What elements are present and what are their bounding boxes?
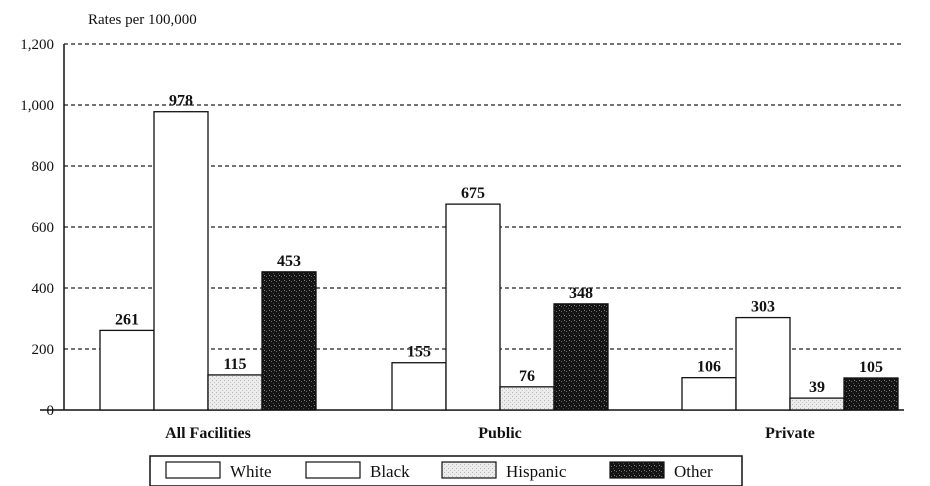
data-label: 303 [751, 299, 775, 316]
bars [99, 111, 899, 411]
y-tick-label: 600 [32, 220, 55, 236]
data-label: 978 [169, 93, 193, 110]
category-label: Private [765, 425, 815, 442]
bar-white-0 [99, 329, 155, 411]
y-axis-label: Rates per 100,000 [88, 12, 197, 28]
y-tick-label: 1,000 [20, 98, 54, 114]
bar-other-1 [553, 303, 609, 411]
category-labels: All Facilities Public Private [165, 425, 815, 442]
data-label: 106 [697, 359, 721, 376]
data-label: 348 [569, 285, 593, 302]
legend-label: White [230, 462, 272, 481]
data-label: 76 [519, 368, 535, 385]
legend: White Black Hispanic Other [149, 455, 743, 486]
value-labels: 261 978 115 453 155 675 76 348 106 303 39 105 [115, 93, 883, 396]
bar-black-2 [735, 316, 791, 411]
legend-label: Other [674, 462, 713, 481]
legend-label: Black [370, 462, 410, 481]
y-tick-label: 0 [47, 403, 55, 419]
y-tick-label: 400 [32, 281, 55, 297]
bar-hispanic-0 [207, 374, 263, 411]
legend-label: Hispanic [506, 462, 567, 481]
data-label: 261 [115, 311, 139, 328]
data-label: 115 [223, 356, 246, 373]
bar-white-2 [681, 377, 737, 411]
bar-other-2 [843, 377, 899, 411]
bar-black-0 [153, 111, 209, 411]
data-label: 675 [461, 185, 485, 202]
legend-swatch-white [165, 461, 221, 479]
y-tick-label: 200 [32, 342, 55, 358]
data-label: 155 [407, 344, 431, 361]
data-label: 105 [859, 359, 883, 376]
data-label: 39 [809, 379, 825, 396]
bar-white-1 [391, 362, 447, 411]
legend-swatch-other [609, 461, 665, 479]
legend-swatch-black [305, 461, 361, 479]
bar-hispanic-2 [789, 397, 845, 411]
legend-frame [149, 455, 743, 486]
bar-black-1 [445, 203, 501, 411]
y-tick-label: 1,200 [20, 37, 54, 53]
category-label: Public [478, 425, 522, 442]
legend-swatch-hispanic [441, 461, 497, 479]
bar-hispanic-1 [499, 386, 555, 411]
y-tick-label: 800 [32, 159, 55, 175]
bar-other-0 [261, 271, 317, 411]
data-label: 453 [277, 253, 301, 270]
category-label: All Facilities [165, 425, 251, 442]
y-tick-labels: 0 200 400 600 800 1,000 1,200 [20, 37, 54, 419]
